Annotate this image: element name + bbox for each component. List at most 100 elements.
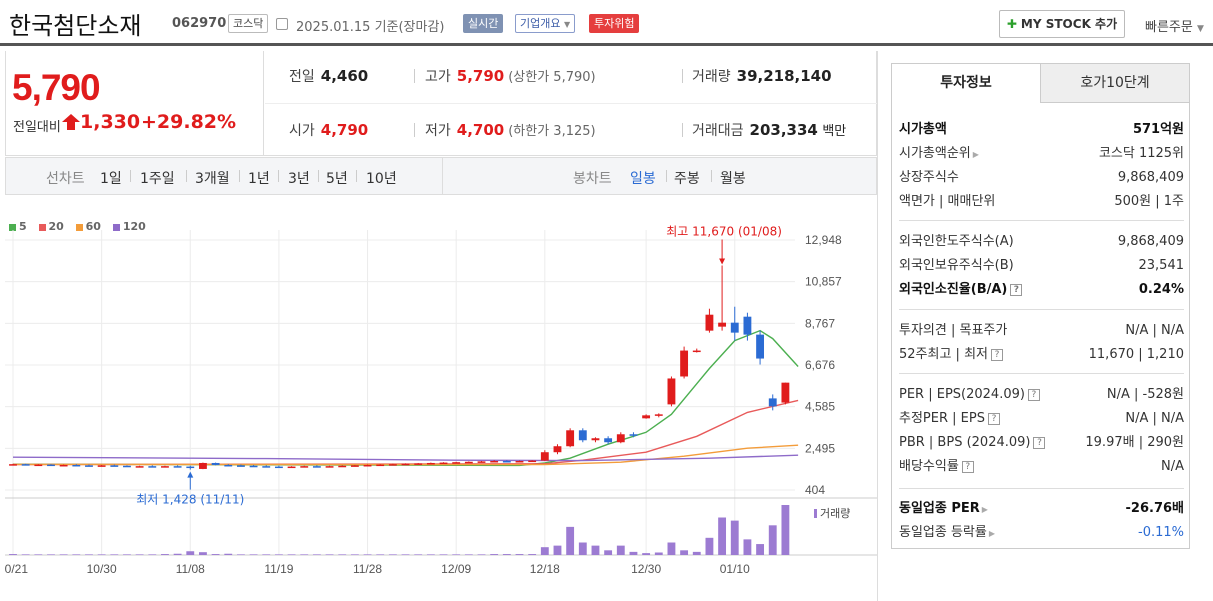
info-value: 500원 | 1주	[1114, 194, 1184, 209]
volume-label: 거래량	[820, 507, 850, 520]
candle-body	[110, 465, 119, 467]
volume-bar	[85, 554, 93, 555]
divider	[666, 170, 667, 182]
divider	[682, 69, 683, 83]
row-divider	[899, 220, 1184, 221]
change-percent: +29.82%	[141, 111, 237, 133]
arrow-right-icon[interactable]: ▶	[988, 529, 996, 538]
candle-body	[173, 466, 182, 468]
base-date: 2025.01.15 기준(장마감)	[296, 20, 445, 35]
candle-body	[540, 452, 549, 461]
period-1d[interactable]: 1일	[100, 171, 122, 187]
help-icon[interactable]: ?	[1027, 388, 1040, 401]
help-icon[interactable]: ?	[961, 460, 974, 473]
volume-bar	[490, 554, 499, 555]
help-icon[interactable]: ?	[1010, 283, 1023, 296]
divider	[278, 170, 279, 182]
legend-ma5: 5	[9, 220, 27, 233]
realtime-button[interactable]: 실시간	[463, 14, 504, 33]
candle-body	[262, 466, 271, 468]
help-icon[interactable]: ?	[1033, 436, 1046, 449]
tab-invest-info[interactable]: 투자정보	[891, 63, 1041, 103]
volume-bar	[21, 554, 30, 555]
volume-bar	[287, 554, 296, 555]
info-row: 시가총액순위 ▶ 코스닥 1125위	[899, 143, 1184, 165]
amount-unit: 백만	[822, 124, 847, 139]
candle-daily[interactable]: 일봉	[630, 171, 656, 187]
candle-body	[642, 415, 651, 419]
info-key: 추정PER | EPS?	[899, 408, 1000, 430]
volume-bar	[528, 554, 537, 555]
add-mystock-button[interactable]: ✚ MY STOCK 추가	[999, 10, 1125, 38]
volume-bar	[502, 554, 511, 555]
y-tick-label: 8,767	[805, 316, 835, 330]
current-price-box: 5,790 전일대비 1,330 +29.82%	[6, 51, 264, 155]
info-value: -26.76배	[1125, 501, 1184, 516]
candle-body	[135, 466, 144, 468]
volume-bar	[249, 554, 258, 555]
period-1w[interactable]: 1주일	[140, 171, 175, 187]
legend-swatch	[75, 223, 83, 231]
volume-bar	[376, 554, 385, 555]
info-value: N/A | -528원	[1106, 387, 1184, 402]
volume-bar	[464, 554, 473, 555]
volume-bar	[591, 545, 600, 555]
divider	[442, 158, 443, 194]
up-arrow-icon	[62, 114, 80, 130]
low-label: 저가	[425, 123, 451, 139]
mystock-label: MY STOCK 추가	[1020, 17, 1118, 31]
period-3y[interactable]: 3년	[288, 171, 310, 187]
candle-monthly[interactable]: 월봉	[720, 171, 746, 187]
candle-chart-label: 봉차트	[573, 171, 612, 187]
volume-bar	[97, 554, 106, 555]
x-tick-label: 12/09	[441, 562, 471, 576]
volume-bar	[211, 554, 220, 555]
x-tick-label: 01/10	[720, 562, 750, 576]
volume-label: 거래량	[692, 69, 731, 85]
open-price: 시가 4,790	[289, 120, 368, 140]
candle-body	[591, 438, 600, 441]
period-1y[interactable]: 1년	[248, 171, 270, 187]
period-10y[interactable]: 10년	[366, 171, 397, 187]
info-value: N/A | N/A	[1125, 323, 1184, 338]
panel-divider	[877, 51, 878, 601]
price-chart[interactable]: 12,948 10,857 8,767 6,676 4,585 2,495 404 10/21…	[5, 200, 877, 601]
arrow-right-icon[interactable]: ▶	[972, 150, 979, 159]
info-value: 9,868,409	[1117, 234, 1184, 249]
risk-badge[interactable]: 투자위험	[589, 14, 640, 33]
period-3m[interactable]: 3개월	[195, 171, 230, 187]
divider	[414, 69, 415, 83]
help-icon[interactable]: ?	[991, 348, 1003, 361]
stock-code: 062970	[172, 16, 227, 31]
quick-order-dropdown[interactable]: 빠른주문 ▼	[1145, 16, 1204, 35]
ma-line-20	[12, 399, 799, 466]
divider	[711, 170, 712, 182]
info-value: 0.24%	[1138, 282, 1184, 297]
high-label: 고가	[425, 69, 451, 85]
candle-body	[350, 465, 359, 467]
volume-bar	[515, 554, 524, 555]
trade-amount: 거래대금 203,334 백만	[692, 120, 846, 140]
volume-bar	[199, 552, 207, 555]
tab-orderbook[interactable]: 호가10단계	[1040, 63, 1190, 103]
info-row: 추정PER | EPS? N/A | N/A	[899, 408, 1184, 430]
candle-body	[768, 398, 777, 407]
candle-body	[148, 466, 157, 468]
corp-info-dropdown[interactable]: 기업개요 ▼	[515, 14, 576, 33]
help-icon[interactable]: ?	[987, 412, 1000, 425]
candle-body	[85, 465, 93, 467]
lower-limit: (하한가 3,125)	[508, 124, 596, 139]
stock-header: 한국첨단소재 062970 코스닥 2025.01.15 기준(장마감) 실시간…	[0, 0, 1213, 46]
price-summary: 5,790 전일대비 1,330 +29.82% 전일 4,460 고가 5,790…	[5, 51, 877, 156]
period-5y[interactable]: 5년	[326, 171, 348, 187]
arrow-right-icon[interactable]: ▶	[981, 505, 988, 514]
info-row: 상장주식수 9,868,409	[899, 167, 1184, 189]
info-key: 동일업종 PER ▶	[899, 501, 988, 516]
legend-ma120-label: 120	[122, 220, 146, 233]
info-row: 시가총액 571억원	[899, 119, 1184, 141]
low-price: 저가 4,700 (하한가 3,125)	[425, 120, 596, 140]
candle-body	[224, 464, 233, 467]
candle-weekly[interactable]: 주봉	[674, 171, 700, 187]
candle-body	[553, 446, 562, 453]
amount-label: 거래대금	[692, 123, 744, 139]
